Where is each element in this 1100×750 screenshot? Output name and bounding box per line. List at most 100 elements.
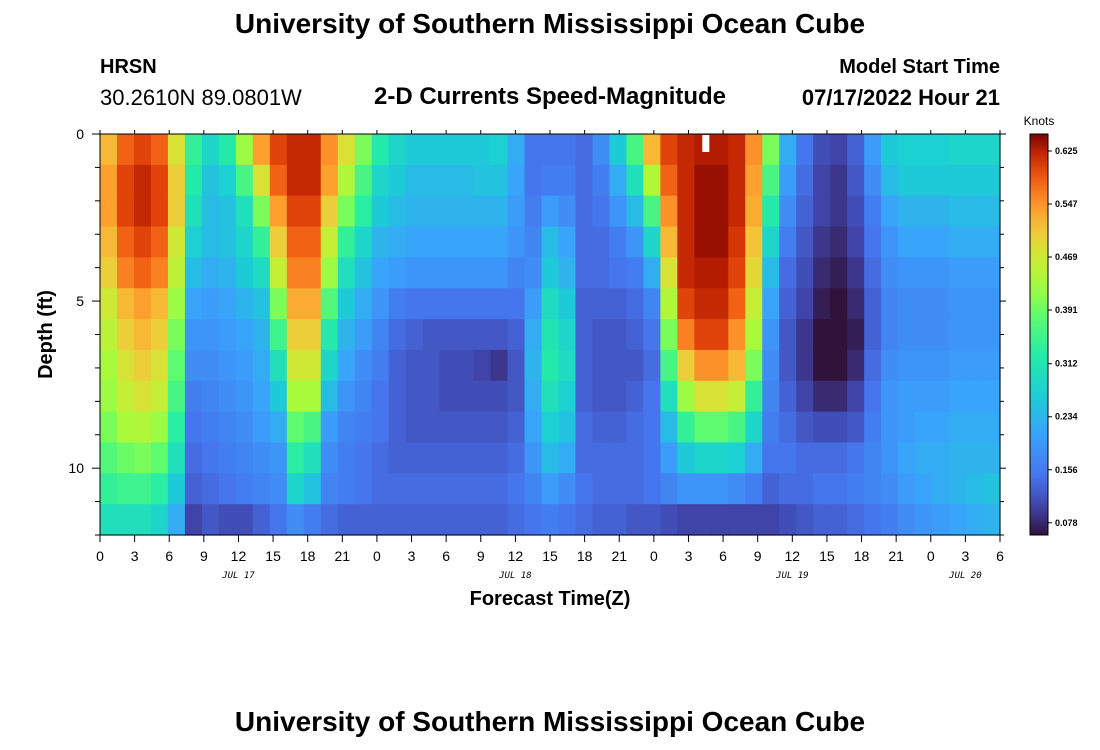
- heatmap-cell: [371, 195, 390, 228]
- heatmap-cell: [337, 195, 356, 228]
- heatmap-cell: [694, 257, 712, 289]
- heatmap-cell: [762, 226, 780, 258]
- heatmap-cell: [779, 319, 797, 351]
- heatmap-cell: [779, 195, 797, 228]
- heatmap-cell: [354, 288, 373, 320]
- heatmap-cell: [490, 411, 509, 444]
- heatmap-cell: [354, 164, 373, 197]
- heatmap-cell: [949, 257, 967, 289]
- heatmap-cell: [626, 257, 644, 289]
- heatmap-cell: [677, 134, 695, 166]
- heatmap-cell: [252, 504, 271, 536]
- heatmap-cell: [864, 349, 882, 382]
- heatmap-cell: [320, 164, 339, 197]
- heatmap-cell: [847, 288, 865, 320]
- y-axis: 0 5 10: [68, 126, 1006, 536]
- heatmap-cell: [456, 164, 475, 197]
- x-tick-label: 6: [996, 548, 1004, 564]
- heatmap-cell: [626, 319, 644, 351]
- heatmap-cell: [677, 257, 695, 289]
- heatmap-cell: [269, 226, 288, 258]
- colorbar-tick-label: 0.391: [1055, 305, 1078, 315]
- heatmap-cell: [150, 411, 169, 444]
- heatmap-cell: [864, 134, 882, 166]
- heatmap-cell: [677, 411, 695, 444]
- heatmap-cell: [235, 319, 254, 351]
- heatmap-cell: [575, 504, 594, 536]
- heatmap-cell: [915, 226, 933, 258]
- heatmap-cell: [609, 380, 628, 413]
- heatmap-cell: [167, 349, 186, 382]
- heatmap-cell: [762, 257, 780, 289]
- heatmap-cell: [881, 349, 899, 382]
- heatmap-cell: [830, 504, 848, 536]
- heatmap-cell: [100, 164, 118, 197]
- heatmap-cell: [405, 504, 424, 536]
- heatmap-cell: [286, 442, 305, 474]
- heatmap-cell: [592, 442, 611, 474]
- heatmap-cell: [677, 195, 695, 228]
- station-name: HRSN: [100, 56, 157, 78]
- heatmap-cell: [184, 134, 203, 166]
- surface-marker: [702, 135, 710, 152]
- heatmap-cell: [439, 164, 458, 197]
- heatmap-cell: [762, 504, 780, 536]
- heatmap-cell: [643, 195, 661, 228]
- heatmap-cell: [354, 257, 373, 289]
- heatmap-cell: [133, 257, 152, 289]
- heatmap-cell: [167, 164, 186, 197]
- x-tick-label: 6: [719, 548, 727, 564]
- heatmap-cell: [762, 134, 780, 166]
- heatmap-cell: [762, 288, 780, 320]
- heatmap-cell: [320, 442, 339, 474]
- heatmap-cell: [371, 442, 390, 474]
- heatmap-cell: [864, 257, 882, 289]
- heatmap-cell: [796, 411, 814, 444]
- heatmap-cell: [847, 411, 865, 444]
- heatmap-cell: [779, 473, 797, 505]
- heatmap-cell: [150, 195, 169, 228]
- heatmap-cell: [915, 288, 933, 320]
- heatmap-cell: [201, 473, 220, 505]
- heatmap-cell: [388, 226, 407, 258]
- heatmap-cell: [100, 257, 118, 289]
- heatmap-cell: [133, 319, 152, 351]
- heatmap-cell: [558, 257, 577, 289]
- heatmap-cell: [439, 226, 458, 258]
- heatmap-cell: [235, 349, 254, 382]
- heatmap-cell: [100, 473, 118, 505]
- heatmap-cell: [303, 257, 322, 289]
- heatmap-cell: [881, 473, 899, 505]
- heatmap-cell: [626, 504, 644, 536]
- heatmap-cell: [269, 288, 288, 320]
- heatmap-cell: [575, 134, 594, 166]
- heatmap-cell: [541, 195, 560, 228]
- heatmap-cell: [422, 226, 441, 258]
- heatmap-cell: [388, 411, 407, 444]
- heatmap-cell: [201, 257, 220, 289]
- heatmap-cell: [116, 411, 135, 444]
- heatmap-cell: [660, 226, 678, 258]
- heatmap-cell: [813, 288, 831, 320]
- heatmap-cell: [915, 319, 933, 351]
- heatmap-cell: [235, 195, 254, 228]
- heatmap-cell: [830, 288, 848, 320]
- heatmap-cell: [813, 319, 831, 351]
- heatmap-cell: [405, 473, 424, 505]
- heatmap-cell: [966, 349, 984, 382]
- heatmap-cell: [422, 411, 441, 444]
- heatmap-cell: [779, 411, 797, 444]
- heatmap-cell: [184, 195, 203, 228]
- heatmap-cell: [218, 411, 237, 444]
- heatmap-cell: [167, 380, 186, 413]
- heatmap-cell: [184, 411, 203, 444]
- heatmap-cell: [337, 411, 356, 444]
- heatmap-cell: [643, 288, 661, 320]
- heatmap-cell: [660, 473, 678, 505]
- heatmap-cell: [575, 195, 594, 228]
- heatmap-cell: [609, 134, 628, 166]
- heatmap-cell: [167, 257, 186, 289]
- heatmap-cell: [422, 349, 441, 382]
- heatmap-cell: [303, 164, 322, 197]
